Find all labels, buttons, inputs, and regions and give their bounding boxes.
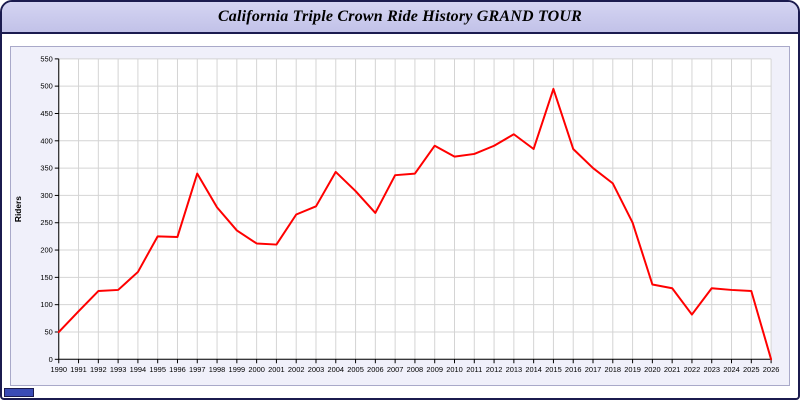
window-title: California Triple Crown Ride History GRA… <box>217 8 583 25</box>
y-tick-label: 450 <box>40 109 52 118</box>
y-tick-label: 400 <box>40 136 52 145</box>
x-tick-label: 2000 <box>248 365 265 374</box>
x-tick-label: 2021 <box>664 365 681 374</box>
x-tick-label: 2024 <box>723 365 740 374</box>
x-tick-label: 2016 <box>565 365 582 374</box>
y-tick-label: 100 <box>40 300 52 309</box>
x-tick-label: 2012 <box>486 365 503 374</box>
status-indicator <box>4 388 34 397</box>
x-tick-label: 1993 <box>110 365 127 374</box>
x-tick-label: 1997 <box>189 365 206 374</box>
x-tick-label: 2005 <box>347 365 364 374</box>
x-tick-label: 2020 <box>644 365 661 374</box>
x-tick-label: 1999 <box>229 365 246 374</box>
x-tick-label: 2018 <box>605 365 622 374</box>
x-tick-label: 2002 <box>288 365 305 374</box>
x-tick-label: 1990 <box>50 365 67 374</box>
x-tick-label: 2011 <box>466 365 482 374</box>
x-tick-label: 2019 <box>624 365 641 374</box>
x-tick-label: 2004 <box>327 365 344 374</box>
x-tick-label: 2023 <box>703 365 720 374</box>
x-tick-label: 2022 <box>684 365 701 374</box>
y-tick-label: 300 <box>40 191 52 200</box>
x-tick-label: 2014 <box>525 365 542 374</box>
x-tick-label: 2003 <box>308 365 325 374</box>
y-tick-label: 550 <box>40 54 52 63</box>
y-tick-label: 250 <box>40 218 52 227</box>
y-tick-label: 350 <box>40 164 52 173</box>
x-tick-label: 1994 <box>130 365 147 374</box>
y-tick-label: 50 <box>44 327 52 336</box>
x-tick-label: 2017 <box>585 365 602 374</box>
x-tick-label: 1996 <box>169 365 186 374</box>
x-tick-label: 2025 <box>743 365 760 374</box>
x-tick-label: 2026 <box>763 365 780 374</box>
riders-line-series <box>57 87 773 361</box>
title-bar: California Triple Crown Ride History GRA… <box>2 2 798 34</box>
x-tick-label: 1991 <box>70 365 87 374</box>
y-tick-label: 500 <box>40 82 52 91</box>
x-tick-label: 2007 <box>387 365 404 374</box>
x-tick-label: 2001 <box>268 365 285 374</box>
x-tick-label: 1992 <box>90 365 107 374</box>
x-tick-label: 1998 <box>209 365 226 374</box>
chart-panel: 0 50 100 150 200 250 300 350 400 450 500 550 1990 199… <box>10 46 790 386</box>
x-tick-label: 1995 <box>149 365 166 374</box>
y-tick-label: 150 <box>40 273 52 282</box>
x-tick-label: 2013 <box>506 365 523 374</box>
x-tick-label: 2009 <box>426 365 443 374</box>
x-tick-label: 2008 <box>407 365 424 374</box>
x-tick-label: 2010 <box>446 365 463 374</box>
y-axis-label: Riders <box>13 196 23 222</box>
y-tick-label: 0 <box>49 355 53 364</box>
x-tick-label: 2015 <box>545 365 562 374</box>
x-tick-label: 2006 <box>367 365 384 374</box>
y-tick-label: 200 <box>40 246 52 255</box>
